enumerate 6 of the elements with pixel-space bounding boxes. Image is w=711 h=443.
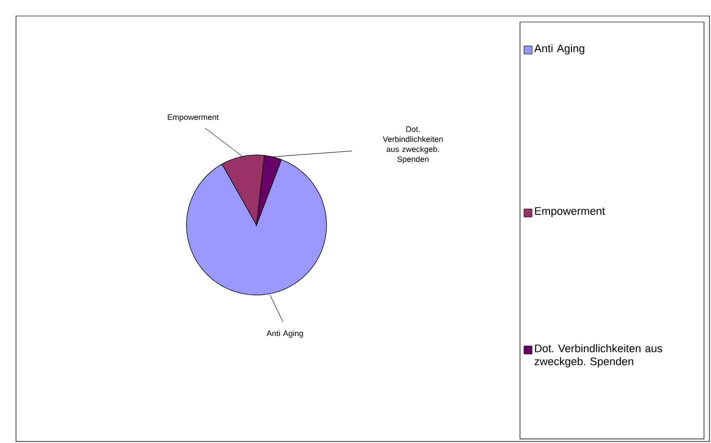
legend-label: Dot. Verbindlichkeiten aus zweckgeb. Spenden [534,344,662,368]
category-label: Dot. Verbindlichkeiten aus zweckgeb. Spenden [382,126,443,164]
legend-label: Anti Aging [534,44,584,54]
slice-label: Empowerment [168,114,219,122]
legend-label: Empowerment [535,207,606,218]
slice-label: Anti Aging [266,330,303,338]
